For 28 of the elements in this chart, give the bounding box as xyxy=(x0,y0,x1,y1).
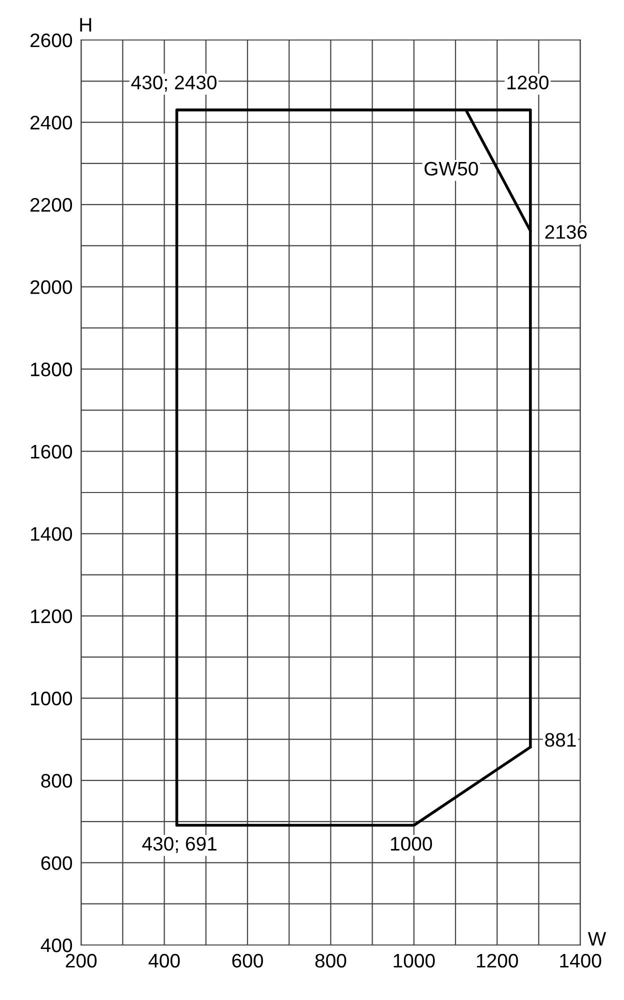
x-tick-label: 1200 xyxy=(476,954,518,968)
y-tick-label: 800 xyxy=(41,774,72,788)
x-tick-label: 400 xyxy=(148,954,180,968)
series-label: GW50 xyxy=(424,162,478,176)
x-tick-label: 600 xyxy=(232,954,263,968)
x-tick-label: 200 xyxy=(66,954,97,968)
y-tick-label: 2200 xyxy=(30,198,72,212)
annotation: 1280 xyxy=(507,76,548,90)
annotation: 430; 2430 xyxy=(131,76,217,92)
y-tick-label: 1400 xyxy=(31,527,72,541)
y-tick-label: 400 xyxy=(40,938,72,952)
annotation: 881 xyxy=(545,733,576,747)
x-tick-label: 1000 xyxy=(394,954,435,968)
x-axis-title: W xyxy=(588,932,606,946)
y-tick-label: 2600 xyxy=(30,33,72,48)
y-tick-label: 1800 xyxy=(31,362,72,376)
x-tick-label: 800 xyxy=(315,954,346,968)
annotation: 2136 xyxy=(545,225,587,239)
y-tick-label: 2400 xyxy=(30,116,72,130)
y-axis-title: H xyxy=(80,18,92,32)
y-tick-label: 1600 xyxy=(31,444,72,459)
y-tick-label: 600 xyxy=(41,856,72,870)
y-tick-label: 2000 xyxy=(30,280,72,294)
y-tick-label: 1200 xyxy=(31,609,72,624)
annotation: 430; 691 xyxy=(142,836,216,853)
x-tick-label: 1400 xyxy=(560,954,602,968)
y-tick-label: 1000 xyxy=(31,692,72,706)
annotation: 1000 xyxy=(391,836,432,851)
